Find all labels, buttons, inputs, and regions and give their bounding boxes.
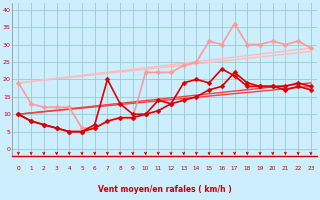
X-axis label: Vent moyen/en rafales ( km/h ): Vent moyen/en rafales ( km/h ) [98, 185, 231, 194]
